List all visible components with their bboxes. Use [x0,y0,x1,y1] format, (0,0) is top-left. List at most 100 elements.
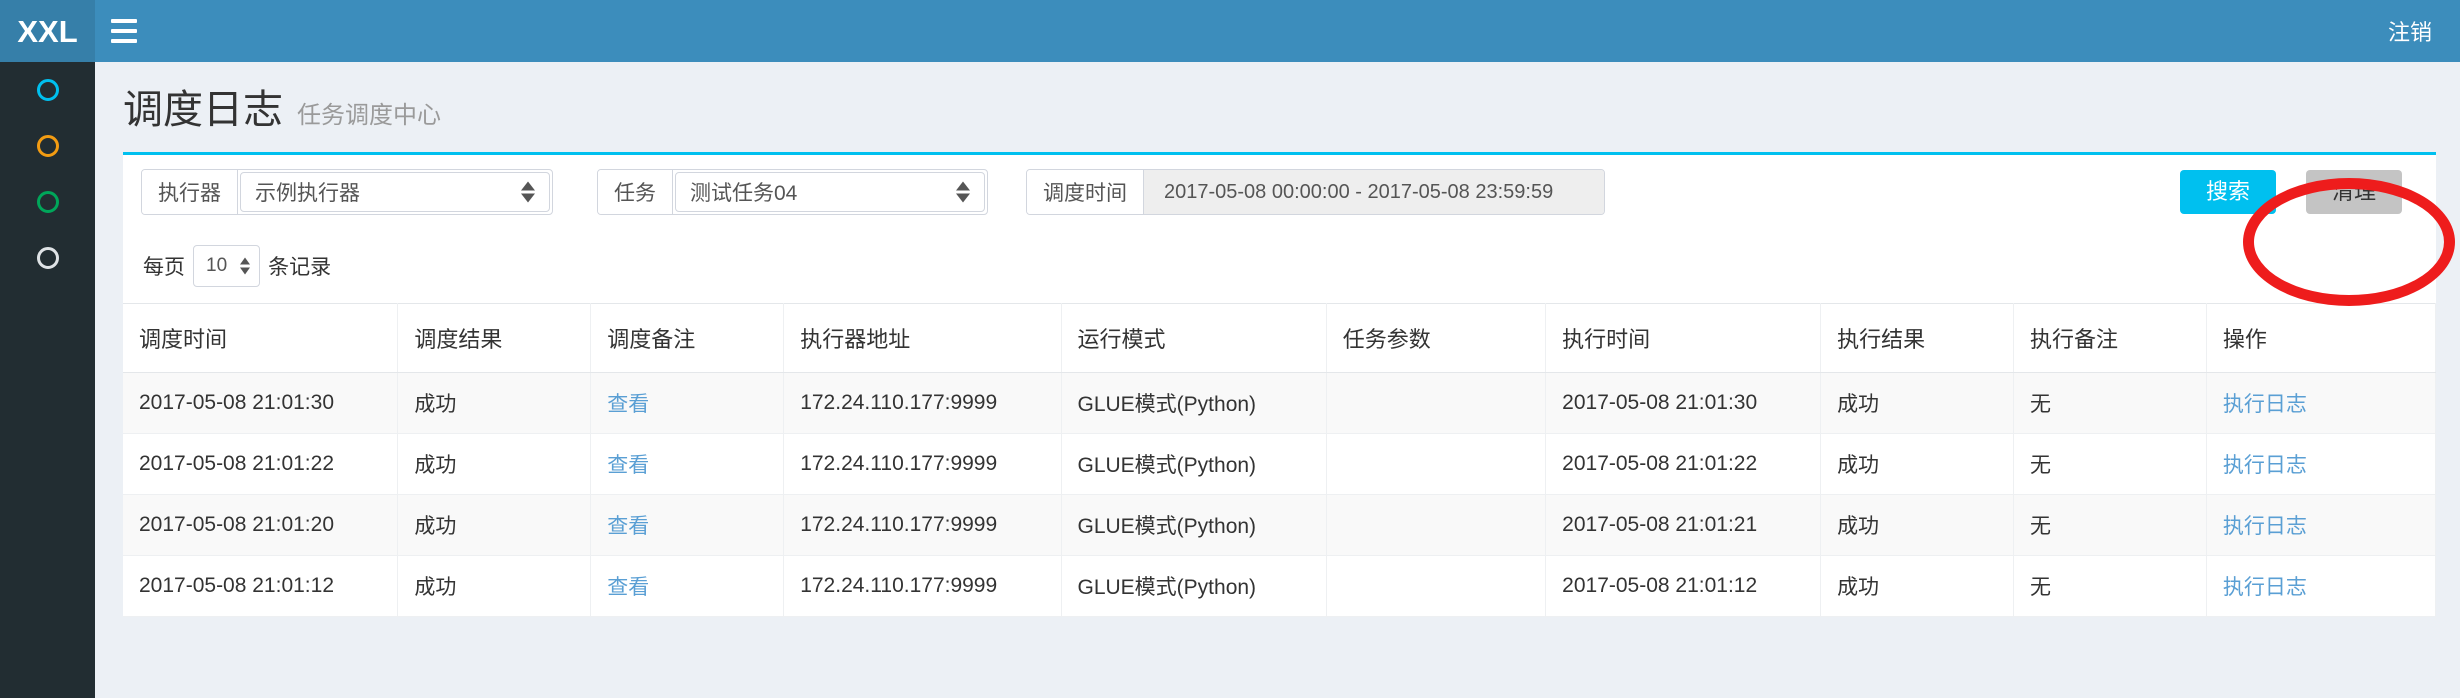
cell-schedule-time: 2017-05-08 21:01:12 [123,555,399,617]
executor-select[interactable]: 示例执行器 [240,172,550,212]
sidebar-item-2[interactable] [0,118,95,174]
brand-logo[interactable]: XXL [0,0,95,62]
executor-select-value: 示例执行器 [255,182,360,205]
page-header: 调度日志 任务调度中心 [95,62,2460,152]
date-range-input[interactable]: 2017-05-08 00:00:00 - 2017-05-08 23:59:5… [1144,170,1604,214]
exec-log-link[interactable]: 执行日志 [2222,454,2307,477]
col-header-executor-address[interactable]: 执行器地址 [783,303,1062,373]
table-body: 2017-05-08 21:01:30 成功 查看 172.24.110.177… [123,372,2437,617]
hamburger-bar [111,39,137,43]
exec-log-link[interactable]: 执行日志 [2222,393,2307,416]
sidebar-item-4[interactable] [0,230,95,286]
col-header-run-mode[interactable]: 运行模式 [1061,303,1327,373]
schedule-log-table: 调度时间 调度结果 调度备注 执行器地址 运行模式 任务参数 执行时间 执行结果… [123,303,2437,617]
sidebar-item-3[interactable] [0,174,95,230]
executor-filter-label: 执行器 [142,170,238,214]
cell-schedule-note: 查看 [590,372,785,434]
cell-exec-result: 成功 [1820,433,2014,495]
top-navbar: XXL 注销 [0,0,2460,62]
table-row: 2017-05-08 21:01:30 成功 查看 172.24.110.177… [123,372,2437,434]
job-filter-label: 任务 [598,170,673,214]
job-filter-group: 任务 测试任务04 [597,169,988,215]
cell-exec-note: 无 [2013,555,2207,617]
view-note-link[interactable]: 查看 [607,454,650,477]
view-note-link[interactable]: 查看 [607,393,650,416]
col-header-schedule-result[interactable]: 调度结果 [397,303,592,373]
circle-icon [36,191,59,213]
cell-exec-result: 成功 [1820,372,2014,434]
executor-filter-group: 执行器 示例执行器 [141,169,553,215]
cell-exec-note: 无 [2013,372,2207,434]
cell-action: 执行日志 [2206,372,2437,434]
view-note-link[interactable]: 查看 [607,515,650,538]
logout-link[interactable]: 注销 [2387,20,2432,45]
filter-row: 执行器 示例执行器 任务 测试任务04 [123,155,2436,229]
cell-action: 执行日志 [2206,494,2437,556]
col-header-exec-result[interactable]: 执行结果 [1820,303,2014,373]
cell-exec-time: 2017-05-08 21:01:21 [1545,494,1822,556]
page-length-suffix: 条记录 [268,256,332,279]
cell-executor-address: 172.24.110.177:9999 [783,494,1062,556]
table-head: 调度时间 调度结果 调度备注 执行器地址 运行模式 任务参数 执行时间 执行结果… [123,303,2437,373]
circle-icon [36,247,59,269]
cell-run-mode: GLUE模式(Python) [1061,555,1327,617]
cell-schedule-time: 2017-05-08 21:01:30 [123,372,399,434]
page-subtitle: 任务调度中心 [297,102,441,129]
col-header-schedule-note[interactable]: 调度备注 [590,303,785,373]
cell-executor-address: 172.24.110.177:9999 [783,433,1062,495]
col-header-schedule-time[interactable]: 调度时间 [123,303,399,373]
cell-run-mode: GLUE模式(Python) [1061,433,1327,495]
sidebar [0,62,95,698]
circle-icon [36,79,59,101]
cell-exec-time: 2017-05-08 21:01:22 [1545,433,1822,495]
clear-button[interactable]: 清理 [2305,170,2402,214]
cell-job-params [1326,372,1547,434]
cell-exec-note: 无 [2013,433,2207,495]
cell-schedule-result: 成功 [397,494,592,556]
table-row: 2017-05-08 21:01:12 成功 查看 172.24.110.177… [123,555,2437,617]
chevron-updown-icon [240,257,251,275]
exec-log-link[interactable]: 执行日志 [2222,515,2307,538]
cell-schedule-result: 成功 [397,555,592,617]
date-filter-group: 调度时间 2017-05-08 00:00:00 - 2017-05-08 23… [1026,169,1605,215]
page-length-prefix: 每页 [143,256,185,279]
sidebar-item-1[interactable] [0,62,95,118]
col-header-action[interactable]: 操作 [2206,303,2437,373]
cell-run-mode: GLUE模式(Python) [1061,372,1327,434]
filter-panel: 执行器 示例执行器 任务 测试任务04 [123,152,2436,229]
table-panel: 每页 10 条记录 调度时间 调度结果 [123,229,2437,617]
cell-job-params [1326,555,1547,617]
cell-job-params [1326,494,1547,556]
search-button[interactable]: 搜索 [2179,170,2276,214]
chevron-updown-icon [521,181,535,203]
date-filter-label: 调度时间 [1027,170,1144,214]
page-length-select[interactable]: 10 [193,245,261,287]
cell-schedule-time: 2017-05-08 21:01:20 [123,494,399,556]
col-header-exec-time[interactable]: 执行时间 [1545,303,1822,373]
hamburger-bar [111,29,137,33]
view-note-link[interactable]: 查看 [607,576,650,599]
table-row: 2017-05-08 21:01:20 成功 查看 172.24.110.177… [123,494,2437,556]
cell-exec-result: 成功 [1820,494,2014,556]
job-select[interactable]: 测试任务04 [675,172,985,212]
cell-schedule-note: 查看 [590,555,785,617]
page-length-value: 10 [206,255,228,276]
chevron-updown-icon [956,181,970,203]
cell-schedule-note: 查看 [590,494,785,556]
table-row: 2017-05-08 21:01:22 成功 查看 172.24.110.177… [123,433,2437,495]
hamburger-bar [111,19,137,23]
col-header-exec-note[interactable]: 执行备注 [2013,303,2207,373]
exec-log-link[interactable]: 执行日志 [2222,576,2307,599]
circle-icon [36,135,59,157]
cell-schedule-result: 成功 [397,433,592,495]
brand-logo-text: XXL [17,13,78,49]
hamburger-icon[interactable] [95,0,153,62]
cell-action: 执行日志 [2206,555,2437,617]
cell-executor-address: 172.24.110.177:9999 [783,555,1062,617]
cell-schedule-result: 成功 [397,372,592,434]
col-header-job-params[interactable]: 任务参数 [1326,303,1547,373]
cell-exec-time: 2017-05-08 21:01:30 [1545,372,1822,434]
cell-exec-result: 成功 [1820,555,2014,617]
main-content: 调度日志 任务调度中心 执行器 示例执行器 任务 [95,62,2460,698]
